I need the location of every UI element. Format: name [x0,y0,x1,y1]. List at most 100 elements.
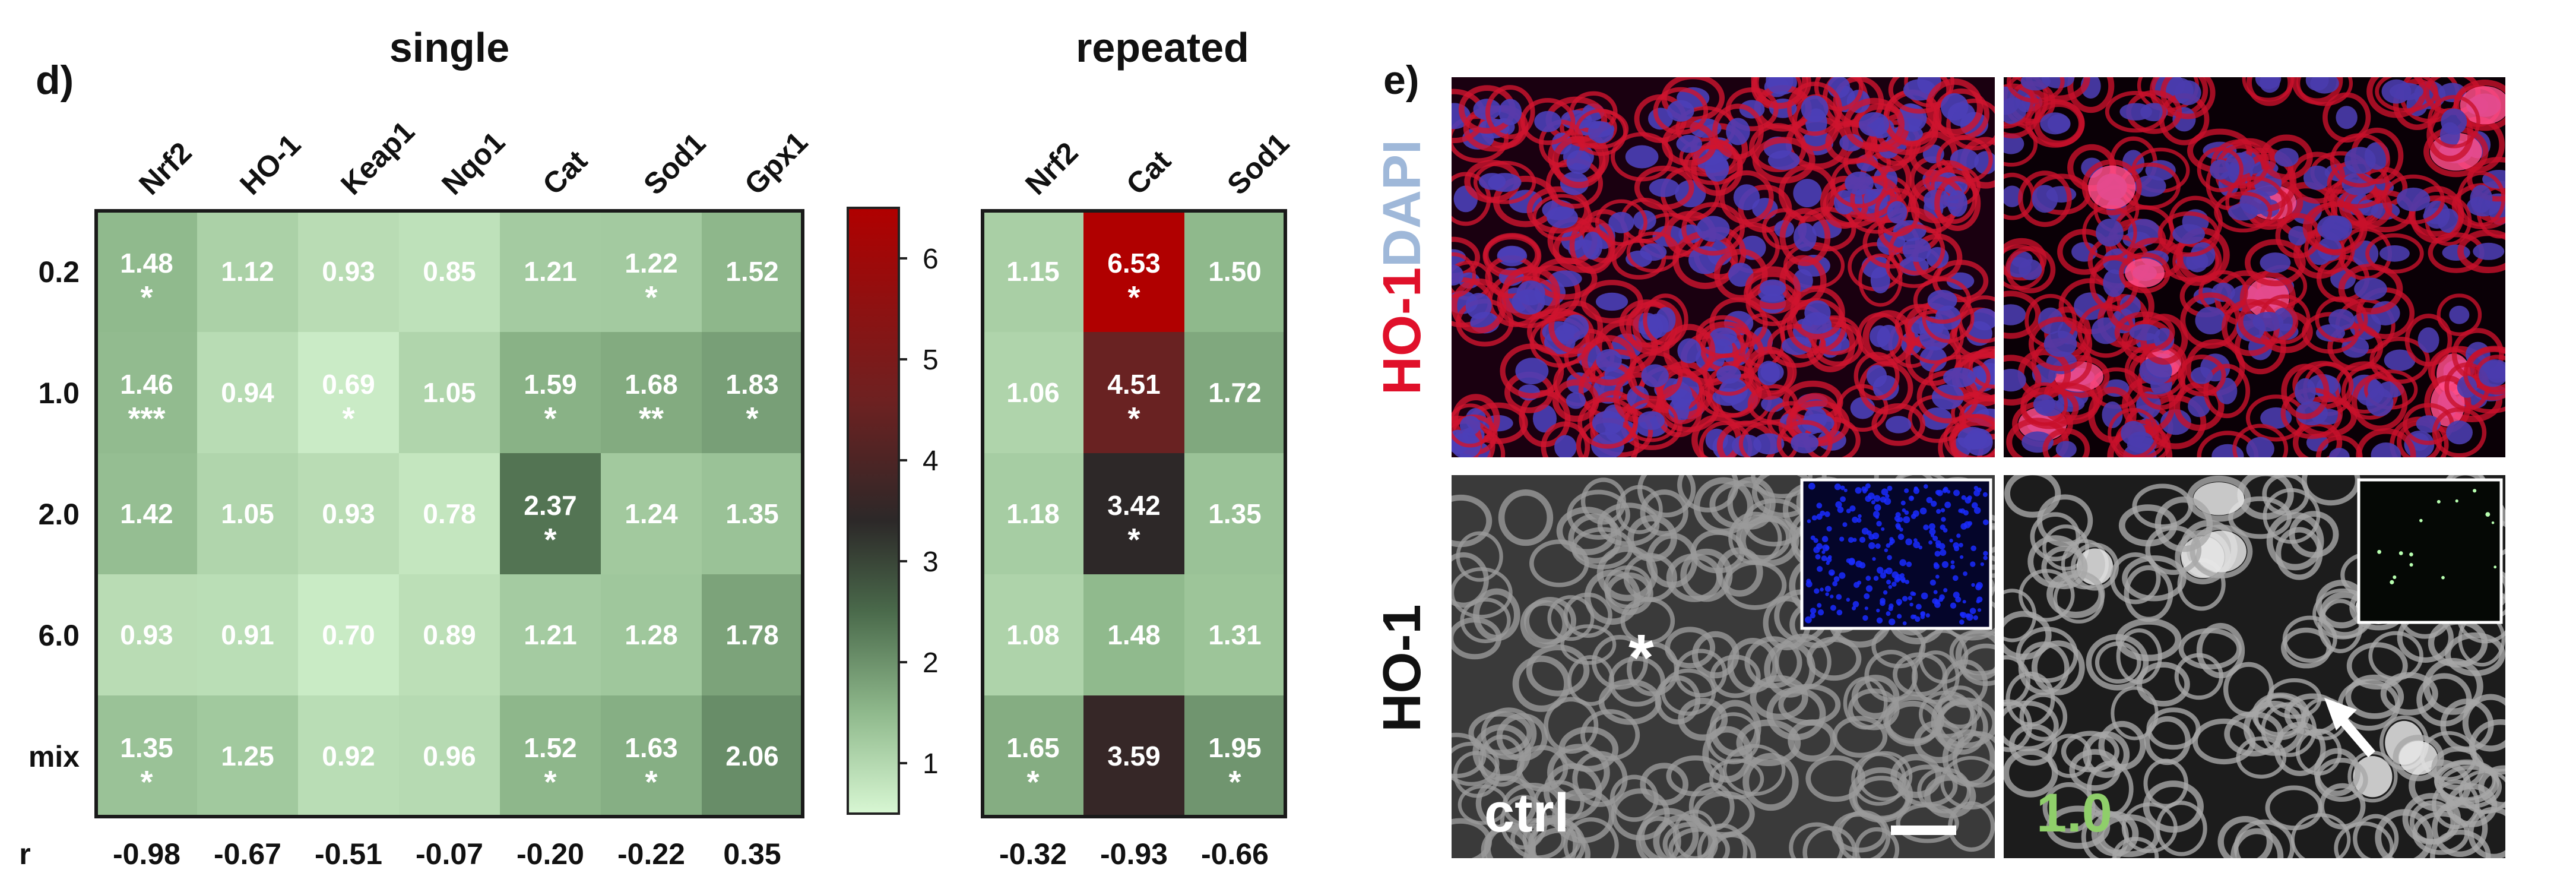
cell-membrane [1560,624,1617,665]
correlation-row-label: r [19,837,30,871]
cell-nucleus [1971,308,1995,331]
inset-nucleus [1859,536,1866,543]
cell-membrane [1456,531,1503,582]
inset-nucleus [1821,536,1829,542]
row-header: 6.0 [38,619,80,652]
cell-membrane [2246,77,2293,106]
cell-membrane [1452,403,1493,448]
arrow-head [2324,698,2357,730]
significance-marker: * [645,764,657,800]
inset-nucleus [1887,555,1892,561]
inset-nucleus [1816,502,1823,509]
cell-nucleus [2210,159,2231,180]
inset-nucleus [1881,527,1885,532]
inset-nucleus [1868,533,1875,540]
heatmap-cell [197,574,298,695]
heatmap-cell [298,332,399,453]
inset-nucleus [1956,533,1961,538]
cell-membrane [2028,317,2093,371]
cell-nucleus [1839,134,1864,151]
cell-nucleus [2470,185,2493,213]
heatmap-cell [96,453,197,574]
inset-nucleus [1923,484,1928,489]
inset-nucleus [1971,502,1978,509]
cell-layer [1452,77,1995,457]
inset-nucleus [1932,536,1938,542]
cell-membrane [2178,628,2242,670]
inset-nucleus [1839,536,1845,542]
cell-nucleus [2102,401,2123,428]
cell-membrane [2004,475,2061,518]
cell-membrane [1747,350,1797,395]
cell-membrane [1933,88,1990,140]
cell-membrane [1948,419,1995,457]
cell-nucleus [2310,77,2339,94]
cell-value-label: 0.94 [221,377,274,408]
cell-membrane [1532,194,1592,241]
arrow-marker [2324,698,2376,758]
cell-membrane [1928,355,1991,400]
panel-label-d: d) [36,58,74,103]
cell-membrane [1752,137,1815,184]
inset-nucleus [1982,492,1988,497]
cell-membrane [2330,133,2390,188]
cell-membrane [1548,300,1604,355]
cell-membrane [1742,752,1799,811]
inset-nucleus [1976,596,1983,603]
cell-nucleus [2260,77,2280,93]
cell-value-label: 0.93 [120,619,173,650]
cell-nucleus [1453,185,1478,213]
cell-membrane [1913,720,1965,764]
heatmap-cell [399,332,500,453]
bright-cell [2195,530,2247,573]
inset-nucleus [1965,496,1972,504]
inset-nucleus [1852,516,1858,523]
cell-value-label: 1.50 [1208,256,1262,287]
inset-nucleus [1830,594,1834,599]
cell-nucleus [2091,317,2121,344]
cell-membrane [2453,79,2505,131]
inset-nucleus [1929,579,1936,586]
inset-nucleus [1969,608,1976,614]
inset-nucleus [1805,616,1812,624]
inset-nucleus [1944,501,1951,508]
cell-layer [2004,77,2505,457]
inset-nucleus [1880,572,1887,579]
heatmap-cell [500,695,601,817]
cell-membrane [1681,202,1745,256]
inset-nucleus [1959,543,1963,548]
inset-nucleus [1940,508,1946,513]
cell-nucleus [2396,187,2431,211]
inset-nucleus [1970,561,1976,567]
cell-nucleus [2390,83,2423,100]
row-header: 2.0 [38,498,80,531]
heatmap-cell [298,211,399,332]
inset-nucleus [1950,602,1957,609]
cell-membrane [2351,373,2408,431]
cell-nucleus [1649,178,1680,197]
cell-nucleus [2417,327,2439,353]
inset-nucleus [1908,596,1913,600]
inset-nucleus [1982,519,1989,526]
cell-membrane [1691,631,1739,679]
colorbar: 1 2 3 4 5 6 [847,207,939,815]
cell-nucleus [1641,364,1669,388]
cell-membrane [2238,298,2299,345]
inset-dot [2485,512,2491,517]
cell-membrane [2409,185,2464,243]
cell-membrane [1512,655,1571,712]
cell-nucleus [1733,184,1760,211]
inset-nucleus [1810,608,1817,614]
heatmap-cell [983,332,1083,453]
cell-membrane [2345,674,2404,719]
inset-nucleus [1955,596,1962,603]
inset-dot [2398,551,2403,555]
cell-membrane [1637,475,1696,518]
cell-nucleus [1791,432,1819,454]
inset-nucleus [1835,501,1842,508]
cell-membrane [1750,675,1808,720]
cell-nucleus [1566,392,1586,409]
heatmap-cell [1184,574,1285,695]
cell-membrane [1968,346,1995,389]
